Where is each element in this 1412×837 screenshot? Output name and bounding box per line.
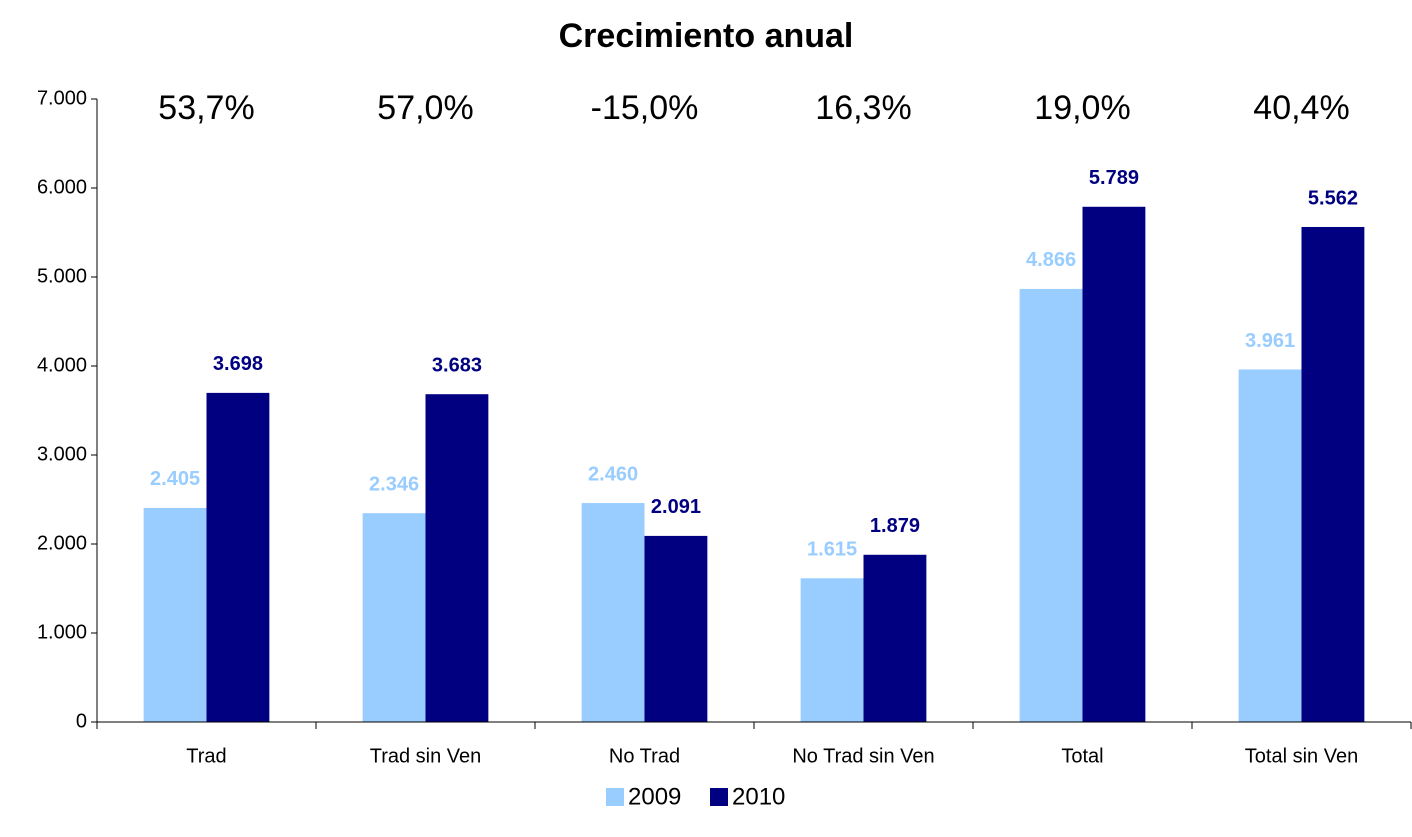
- legend-swatch: [606, 788, 624, 806]
- x-tick-label: Trad sin Ven: [370, 745, 482, 767]
- y-tick-label: 1.000: [37, 621, 87, 643]
- annotation: 40,4%: [1253, 89, 1349, 127]
- value-label: 2.091: [651, 496, 701, 518]
- value-label: 2.405: [150, 468, 200, 490]
- bar: [425, 394, 489, 722]
- bar: [644, 535, 708, 722]
- bar: [1301, 226, 1365, 722]
- y-tick-label: 4.000: [37, 354, 87, 376]
- legend-swatch: [710, 788, 728, 806]
- value-label: 5.789: [1089, 167, 1139, 189]
- bar: [581, 503, 645, 722]
- x-tick-label: No Trad sin Ven: [792, 745, 934, 767]
- bar: [800, 578, 864, 722]
- annotation: 16,3%: [815, 89, 911, 127]
- chart-title: Crecimiento anual: [559, 17, 854, 55]
- y-tick-label: 2.000: [37, 532, 87, 554]
- bar: [1019, 288, 1083, 722]
- x-tick-label: Total: [1061, 745, 1103, 767]
- y-tick-label: 5.000: [37, 265, 87, 287]
- bar: [362, 513, 426, 722]
- y-tick-label: 3.000: [37, 443, 87, 465]
- bar: [1238, 369, 1302, 722]
- y-tick-label: 7.000: [37, 87, 87, 109]
- bar: [206, 392, 270, 722]
- legend-label: 2009: [628, 783, 681, 810]
- annotation: 53,7%: [158, 89, 254, 127]
- y-tick-label: 6.000: [37, 176, 87, 198]
- annotation: 19,0%: [1034, 89, 1130, 127]
- annotation: -15,0%: [591, 89, 699, 127]
- bar: [1082, 206, 1146, 723]
- y-tick-label: 0: [76, 710, 87, 732]
- x-tick-label: No Trad: [609, 745, 680, 767]
- value-label: 5.562: [1308, 187, 1358, 209]
- legend-label: 2010: [732, 783, 785, 810]
- value-label: 3.683: [432, 354, 482, 376]
- bar: [143, 507, 207, 722]
- value-label: 3.961: [1245, 330, 1295, 352]
- value-label: 1.615: [807, 539, 857, 561]
- bar: [863, 554, 927, 722]
- annotation: 57,0%: [377, 89, 473, 127]
- x-tick-label: Trad: [186, 745, 226, 767]
- value-label: 3.698: [213, 353, 263, 375]
- value-label: 2.460: [588, 463, 638, 485]
- value-label: 2.346: [369, 473, 419, 495]
- value-label: 4.866: [1026, 249, 1076, 271]
- value-label: 1.879: [870, 515, 920, 537]
- x-tick-label: Total sin Ven: [1245, 745, 1358, 767]
